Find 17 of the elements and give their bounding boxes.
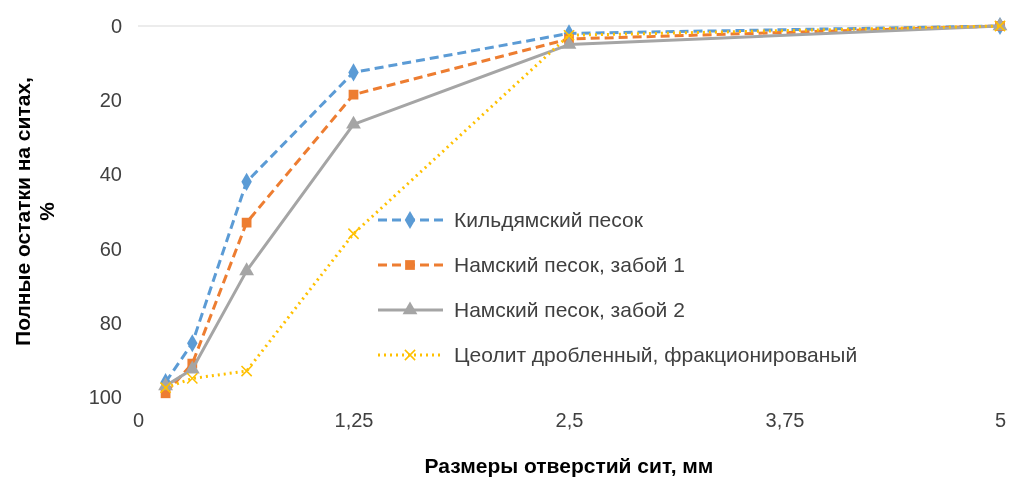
y-tick-label: 20: [99, 89, 122, 112]
x-tick-label: 3,75: [765, 409, 805, 432]
x-tick-label: 0: [132, 409, 145, 432]
legend-label: Цеолит дробленный, фракционированый: [454, 343, 858, 366]
y-axis-title: Полные остатки на ситах, %: [10, 77, 59, 346]
legend-label: Намский песок, забой 2: [454, 298, 685, 321]
y-tick-label: 60: [99, 237, 122, 260]
y-tick-label: 100: [88, 385, 122, 408]
legend-label: Кильдямский песок: [454, 208, 644, 231]
x-tick-label: 1,25: [334, 409, 374, 432]
y-tick-label: 80: [99, 311, 122, 334]
x-tick-label: 2,5: [555, 409, 584, 432]
x-axis-title: Размеры отверстий сит, мм: [424, 454, 714, 477]
y-tick-label: 0: [110, 14, 122, 37]
y-tick-label: 40: [99, 163, 122, 186]
x-tick-label: 5: [994, 409, 1007, 432]
legend-label: Намский песок, забой 1: [454, 253, 685, 276]
